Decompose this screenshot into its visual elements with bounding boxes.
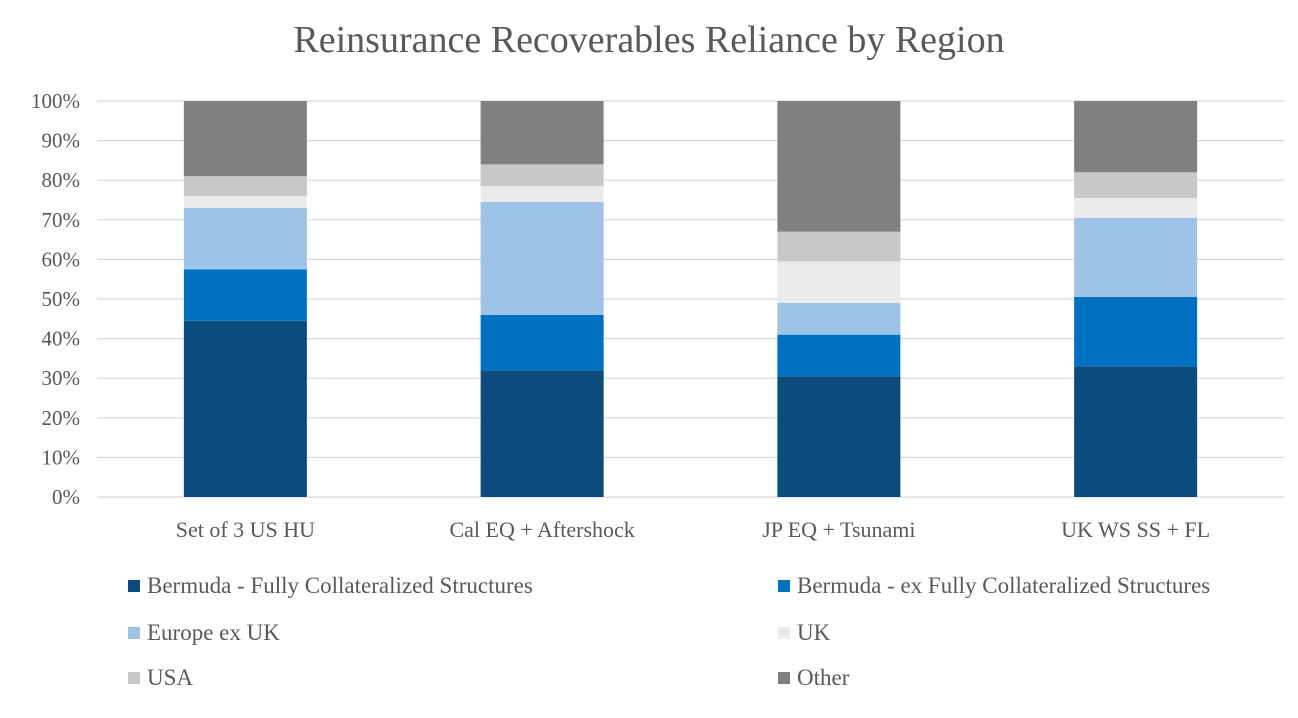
legend-label: Other — [797, 665, 850, 690]
bar-segment — [777, 376, 901, 497]
bar-segment — [1074, 297, 1198, 367]
y-tick-label: 40% — [42, 327, 81, 351]
legend-swatch — [128, 580, 140, 592]
legend-label: Bermuda - Fully Collateralized Structure… — [147, 573, 533, 598]
y-axis-ticks: 0% 10% 20% 30% 40% 50% 60% 70% 80% 90% 100% — [31, 89, 80, 509]
bar-segment — [183, 269, 307, 321]
legend-label: USA — [147, 665, 194, 690]
legend-swatch — [128, 672, 140, 684]
x-tick-label: Set of 3 US HU — [176, 517, 315, 542]
chart-plot: 0% 10% 20% 30% 40% 50% 60% 70% 80% 90% 100% Set of… — [31, 89, 1284, 542]
legend-swatch — [778, 580, 790, 592]
bar-segment — [777, 101, 901, 232]
y-tick-label: 30% — [42, 366, 81, 390]
x-tick-label: Cal EQ + Aftershock — [449, 517, 634, 542]
bar-segment — [1074, 217, 1198, 298]
x-tick-label: JP EQ + Tsunami — [762, 517, 915, 542]
y-tick-label: 80% — [42, 168, 81, 192]
y-tick-label: 100% — [31, 89, 80, 113]
y-tick-label: 10% — [42, 445, 81, 469]
bar-segment — [1074, 366, 1198, 497]
legend-label: UK — [797, 620, 831, 645]
legend-item-uk: UK — [778, 620, 830, 646]
bar-segment — [777, 231, 901, 262]
legend-swatch — [128, 627, 140, 639]
legend-swatch — [778, 672, 790, 684]
bar-segment — [480, 164, 604, 187]
bar-segment — [480, 370, 604, 497]
legend-item-bermuda-ex-fully-collateralized: Bermuda - ex Fully Collateralized Struct… — [778, 573, 1210, 599]
legend-item-europe-ex-uk: Europe ex UK — [128, 620, 280, 646]
legend-label: Europe ex UK — [147, 620, 280, 645]
y-tick-label: 50% — [42, 287, 81, 311]
y-tick-label: 0% — [52, 485, 80, 509]
bar-segment — [480, 201, 604, 315]
bar-segment — [480, 101, 604, 165]
legend-item-other: Other — [778, 665, 849, 691]
legend-item-bermuda-fully-collateralized: Bermuda - Fully Collateralized Structure… — [128, 573, 533, 599]
legend-label: Bermuda - ex Fully Collateralized Struct… — [797, 573, 1211, 598]
bar-segment — [777, 334, 901, 377]
y-tick-label: 20% — [42, 406, 81, 430]
bar-segment — [183, 101, 307, 177]
legend-swatch — [778, 627, 790, 639]
bar-segment — [1074, 101, 1198, 173]
x-tick-label: UK WS SS + FL — [1061, 517, 1210, 542]
legend-item-usa: USA — [128, 665, 193, 691]
bar-segment — [183, 196, 307, 208]
chart-title: Reinsurance Recoverables Reliance by Reg… — [293, 19, 1005, 61]
bar-segment — [777, 261, 901, 303]
bar-segment — [183, 207, 307, 270]
bar-segment — [480, 186, 604, 202]
bar-segment — [1074, 172, 1198, 199]
bars — [183, 101, 1198, 497]
bar-segment — [777, 302, 901, 335]
y-tick-label: 90% — [42, 129, 81, 153]
y-tick-label: 60% — [42, 247, 81, 271]
x-axis-ticks: Set of 3 US HU Cal EQ + Aftershock JP EQ +… — [176, 517, 1210, 542]
bar-segment — [183, 320, 307, 497]
bar-segment — [183, 176, 307, 197]
y-tick-label: 70% — [42, 208, 81, 232]
bar-segment — [1074, 198, 1198, 218]
bar-segment — [480, 314, 604, 371]
